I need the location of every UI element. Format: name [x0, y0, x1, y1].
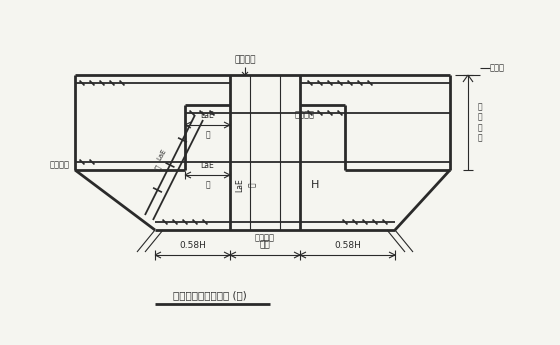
Text: 承
台
高
度: 承 台 高 度	[478, 102, 483, 142]
Text: LaE: LaE	[200, 160, 214, 169]
Text: LaE: LaE	[236, 178, 245, 192]
Text: 基础顶: 基础顶	[490, 63, 505, 72]
Text: LaE: LaE	[156, 148, 168, 162]
Text: 承台上筋: 承台上筋	[234, 56, 256, 65]
Text: 胡: 胡	[154, 165, 162, 171]
Text: 承台下筋: 承台下筋	[255, 234, 275, 243]
Text: H: H	[311, 180, 319, 190]
Text: 胡: 胡	[205, 130, 210, 139]
Text: 0.58H: 0.58H	[334, 240, 361, 249]
Text: 承台下筋: 承台下筋	[50, 160, 70, 169]
Text: LaE: LaE	[200, 110, 214, 119]
Text: 0.58H: 0.58H	[179, 240, 206, 249]
Text: 井宽: 井宽	[260, 240, 270, 249]
Text: 胡: 胡	[205, 180, 210, 189]
Text: 承台中井坑配筋示意 (一): 承台中井坑配筋示意 (一)	[173, 290, 247, 300]
Text: 承台上筋: 承台上筋	[295, 110, 315, 119]
Text: 嗯: 嗯	[248, 183, 256, 187]
